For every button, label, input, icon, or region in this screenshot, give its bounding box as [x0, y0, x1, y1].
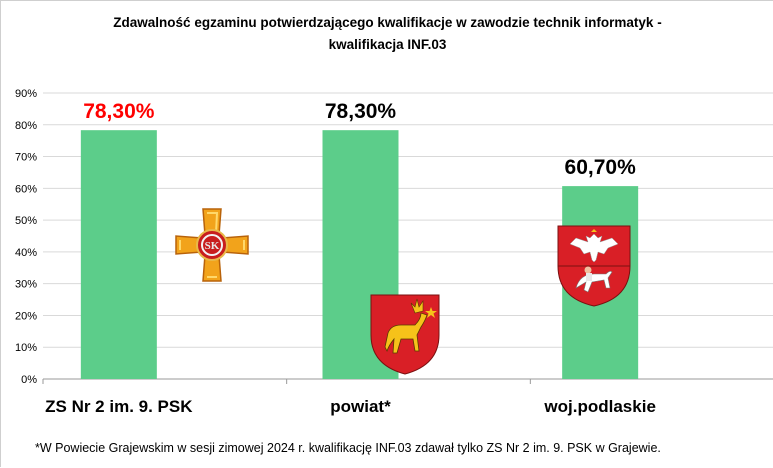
y-tick-label: 90% [15, 88, 37, 100]
category-label: powiat* [330, 397, 391, 416]
y-tick-label: 40% [15, 247, 37, 259]
y-tick-label: 10% [15, 342, 37, 354]
y-tick-label: 60% [15, 183, 37, 195]
y-tick-label: 50% [15, 215, 37, 227]
svg-text:SK: SK [205, 240, 220, 252]
category-label: ZS Nr 2 im. 9. PSK [45, 397, 193, 416]
y-tick-label: 0% [21, 374, 37, 386]
eagle-coat-of-arms-icon [557, 225, 631, 307]
footnote: *W Powiecie Grajewskim w sesji zimowej 2… [35, 441, 661, 455]
data-label: 60,70% [565, 156, 637, 179]
y-tick-label: 30% [15, 279, 37, 291]
y-tick-label: 70% [15, 152, 37, 164]
bar [80, 130, 157, 379]
data-label: 78,30% [325, 100, 397, 123]
chart-title-line-1: Zdawalność egzaminu potwierdzającego kwa… [113, 15, 662, 30]
cross-medal-icon: SK [175, 208, 249, 282]
chart-title-line-2: kwalifikacja INF.03 [328, 37, 447, 52]
y-tick-label: 80% [15, 120, 37, 132]
y-tick-label: 20% [15, 310, 37, 322]
moose-coat-of-arms-icon [370, 294, 440, 375]
data-label: 78,30% [83, 100, 155, 123]
category-label: woj.podlaskie [543, 397, 655, 416]
